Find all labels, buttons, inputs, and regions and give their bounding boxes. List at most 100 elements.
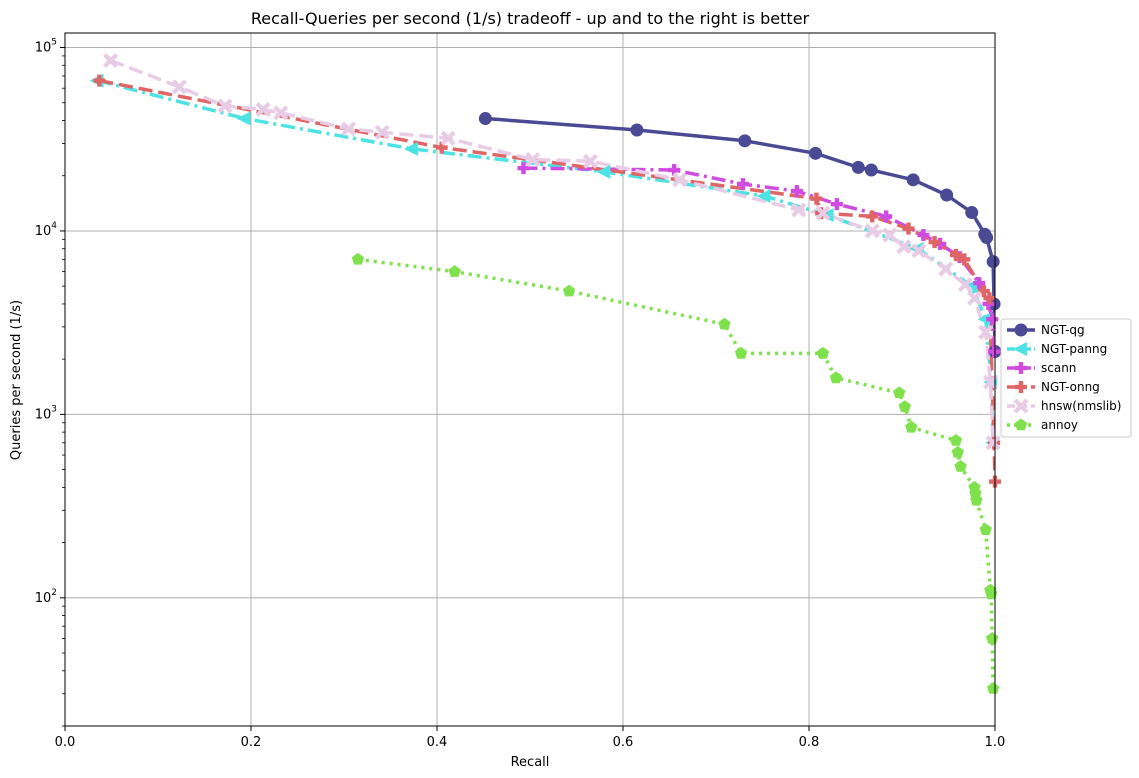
chart-title: Recall-Queries per second (1/s) tradeoff… bbox=[251, 9, 810, 28]
y-tick-label: 104 bbox=[35, 221, 58, 239]
data-point-ngt-onng bbox=[902, 222, 915, 235]
data-point-ngt-onng bbox=[928, 236, 941, 249]
data-point-hnsw-nmslib bbox=[911, 243, 927, 259]
data-point-hnsw-nmslib bbox=[440, 130, 456, 146]
data-point-ngt-qg bbox=[980, 231, 994, 245]
data-point-hnsw-nmslib bbox=[255, 101, 271, 117]
data-point-hnsw-nmslib bbox=[982, 374, 998, 390]
data-point-ngt-qg bbox=[809, 146, 823, 160]
legend-marker bbox=[1014, 418, 1028, 431]
data-point-scann bbox=[973, 277, 986, 290]
series-markers-hnsw-nmslib bbox=[103, 52, 1001, 451]
data-point-annoy bbox=[718, 317, 731, 330]
data-point-hnsw-nmslib bbox=[582, 153, 598, 169]
y-tick-label: 102 bbox=[35, 588, 57, 606]
data-point-hnsw-nmslib bbox=[882, 227, 898, 243]
data-point-scann bbox=[668, 163, 681, 176]
legend-label: hnsw(nmslib) bbox=[1041, 399, 1121, 413]
legend-label: NGT-onng bbox=[1041, 380, 1100, 394]
data-point-annoy bbox=[898, 400, 911, 412]
data-point-ngt-onng bbox=[93, 74, 106, 87]
data-point-hnsw-nmslib bbox=[374, 124, 390, 140]
data-point-hnsw-nmslib bbox=[672, 172, 688, 188]
legend-marker bbox=[1015, 381, 1027, 393]
plot-frame bbox=[64, 32, 996, 727]
x-tick-label: 0.6 bbox=[613, 735, 634, 750]
y-axis-ticks: 102 103 104 105 bbox=[35, 38, 65, 727]
data-point-ngt-qg bbox=[965, 206, 979, 220]
data-point-ngt-panng bbox=[756, 189, 771, 204]
y-tick-label: 105 bbox=[35, 38, 57, 56]
data-point-ngt-onng bbox=[958, 253, 971, 266]
legend-label: scann bbox=[1041, 361, 1076, 375]
legend-label: annoy bbox=[1041, 418, 1078, 432]
data-point-scann bbox=[517, 162, 530, 175]
x-tick-label: 1.0 bbox=[985, 735, 1006, 750]
data-point-ngt-qg bbox=[906, 173, 920, 187]
data-point-hnsw-nmslib bbox=[341, 121, 357, 137]
data-point-scann bbox=[830, 198, 843, 211]
data-point-annoy bbox=[949, 434, 963, 446]
data-point-ngt-qg bbox=[738, 134, 752, 148]
legend-item-ngt-panng: NGT-panng bbox=[1007, 342, 1107, 356]
data-point-ngt-qg bbox=[851, 160, 865, 174]
data-point-hnsw-nmslib bbox=[985, 435, 1001, 451]
legend-marker bbox=[1014, 323, 1028, 337]
data-point-hnsw-nmslib bbox=[967, 290, 983, 306]
data-point-scann bbox=[986, 313, 999, 326]
x-tick-label: 0.8 bbox=[799, 735, 820, 750]
data-point-ngt-panng bbox=[977, 312, 992, 327]
data-point-ngt-onng bbox=[435, 141, 448, 154]
legend-marker bbox=[1015, 362, 1027, 374]
data-point-annoy bbox=[954, 460, 967, 472]
data-point-hnsw-nmslib bbox=[957, 277, 973, 293]
legend-item-hnsw-nmslib: hnsw(nmslib) bbox=[1007, 398, 1121, 414]
data-point-annoy bbox=[987, 682, 1000, 694]
series-markers-annoy bbox=[351, 252, 1000, 694]
data-point-hnsw-nmslib bbox=[273, 105, 289, 121]
data-point-annoy bbox=[816, 346, 830, 359]
data-point-ngt-panng bbox=[236, 111, 251, 126]
data-point-scann bbox=[880, 210, 893, 223]
data-point-hnsw-nmslib bbox=[896, 239, 912, 255]
legend-item-scann: scann bbox=[1007, 361, 1076, 375]
legend-item-annoy: annoy bbox=[1007, 418, 1078, 432]
data-point-annoy bbox=[893, 386, 906, 399]
data-point-annoy bbox=[951, 445, 964, 458]
data-point-annoy bbox=[734, 346, 748, 359]
legend-item-ngt-onng: NGT-onng bbox=[1007, 380, 1100, 394]
data-point-ngt-panng bbox=[596, 164, 611, 179]
data-point-hnsw-nmslib bbox=[938, 261, 954, 277]
data-point-ngt-qg bbox=[986, 255, 1000, 269]
data-point-annoy bbox=[970, 493, 983, 506]
data-point-hnsw-nmslib bbox=[791, 202, 807, 218]
data-point-hnsw-nmslib bbox=[525, 152, 541, 168]
legend-label: NGT-panng bbox=[1041, 342, 1107, 356]
data-point-ngt-onng bbox=[977, 285, 990, 298]
y-axis-label: Queries per second (1/s) bbox=[9, 300, 24, 460]
legend-label: NGT-qg bbox=[1041, 323, 1085, 337]
data-point-hnsw-nmslib bbox=[171, 79, 187, 95]
data-point-scann bbox=[988, 345, 1001, 358]
data-point-annoy bbox=[562, 284, 576, 297]
series-markers-ngt-qg bbox=[478, 112, 1002, 359]
series-markers-scann bbox=[517, 162, 1001, 358]
x-tick-label: 0.2 bbox=[241, 735, 262, 750]
data-point-ngt-onng bbox=[866, 210, 879, 223]
data-point-annoy bbox=[905, 420, 918, 433]
x-tick-label: 0.0 bbox=[55, 735, 76, 750]
data-point-annoy bbox=[448, 265, 461, 277]
data-point-ngt-qg bbox=[478, 112, 492, 126]
data-point-ngt-onng bbox=[983, 292, 996, 305]
data-point-hnsw-nmslib bbox=[815, 205, 831, 221]
legend: NGT-qg NGT-panng scann NGT-onng hnsw(nmslib)… bbox=[1000, 318, 1132, 438]
data-point-scann bbox=[917, 229, 930, 242]
x-tick-label: 0.4 bbox=[427, 735, 448, 750]
data-point-ngt-qg bbox=[940, 188, 954, 202]
data-point-hnsw-nmslib bbox=[217, 98, 233, 114]
data-point-hnsw-nmslib bbox=[864, 223, 880, 239]
data-point-annoy bbox=[979, 523, 992, 535]
y-tick-label: 103 bbox=[35, 404, 57, 422]
data-point-ngt-onng bbox=[810, 192, 823, 205]
